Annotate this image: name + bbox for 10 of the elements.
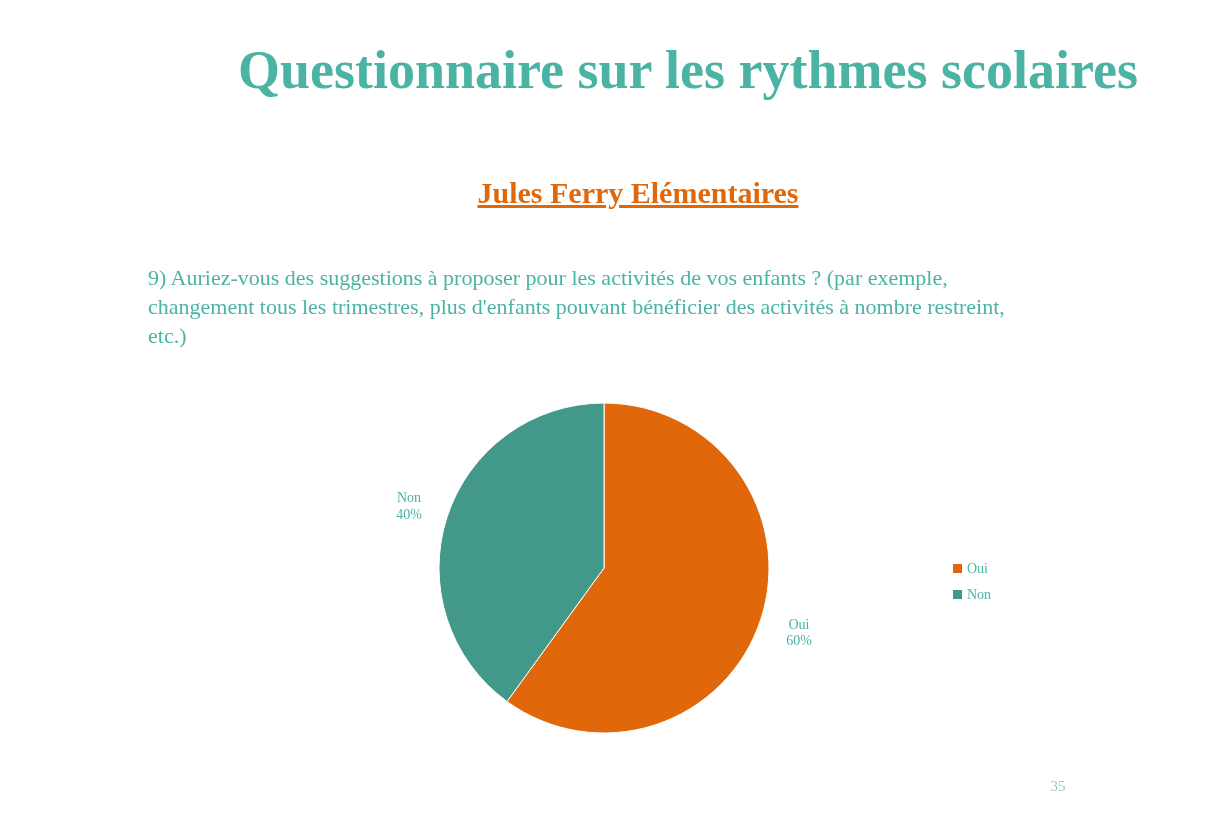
legend-label: Non [967, 587, 992, 602]
chart-subtitle: Jules Ferry Elémentaires [476, 176, 800, 210]
slice-label: Oui [788, 616, 810, 632]
data-label: 60% [786, 633, 813, 649]
slice-label: Non [396, 489, 422, 505]
legend-label: Oui [967, 561, 989, 576]
text: 35 [1049, 778, 1067, 795]
data-label: 40% [396, 506, 423, 522]
chart-title: Questionnaire sur les rythmes scolaires [237, 39, 1139, 102]
text: 9) Auriez-vous des suggestions à proposer pour les activités de vos enfants ? (par exemple, changement tous les trimestres, plus d'enfants pouvant bénéficier des activités à nombre restreint, etc.) [148, 264, 1006, 350]
